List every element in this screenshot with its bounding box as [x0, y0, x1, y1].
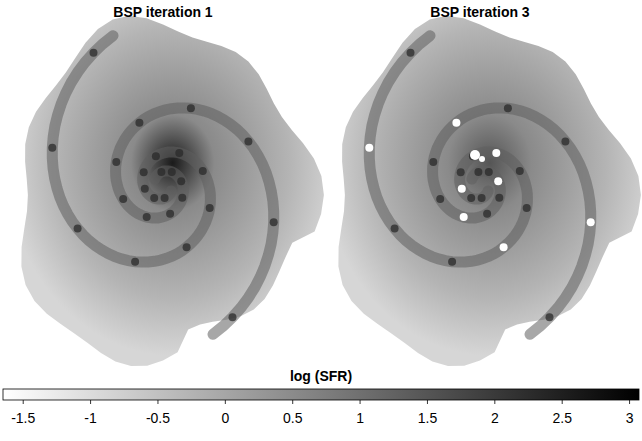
panel-title: BSP iteration 3: [430, 4, 530, 20]
hii-region: [143, 213, 151, 221]
hii-region: [436, 195, 444, 203]
hii-region: [152, 152, 160, 160]
figure: BSP iteration 1 BSP iteration 3 log (SFR) -…: [0, 0, 642, 441]
hii-region: [135, 119, 143, 127]
hii-region: [391, 225, 399, 233]
colorbar-label: log (SFR): [290, 368, 352, 384]
hii-region: [119, 195, 127, 203]
hii-region: [516, 167, 524, 175]
hii-region: [458, 185, 466, 193]
hii-region: [74, 225, 82, 233]
hii-region: [429, 158, 437, 166]
hii-region: [229, 313, 237, 321]
hii-region: [470, 150, 480, 160]
tick: [427, 400, 428, 404]
hii-region: [467, 194, 475, 202]
tick: [494, 400, 495, 404]
hii-region: [48, 144, 56, 152]
hii-region: [166, 210, 174, 218]
galaxy-disk: [21, 16, 324, 366]
hii-region: [141, 185, 149, 193]
hii-region: [244, 137, 252, 145]
galaxy-image: [21, 16, 324, 366]
spiral-arm: [433, 108, 591, 334]
tick: [225, 400, 226, 404]
tick: [360, 400, 361, 404]
tick: [23, 400, 24, 404]
tick: [629, 400, 630, 404]
hii-region: [161, 194, 169, 202]
tick-label: -0.5: [146, 410, 170, 426]
hii-region: [500, 243, 508, 251]
tick-label: 3: [626, 410, 634, 426]
hii-region: [199, 167, 207, 175]
hii-region: [168, 168, 176, 176]
hii-region: [492, 149, 500, 157]
hii-region: [365, 144, 373, 152]
galaxy-image: [338, 16, 641, 366]
tick-label: 1.5: [418, 410, 438, 426]
tick-label: 1: [356, 410, 364, 426]
tick-label: 2.5: [552, 410, 572, 426]
tick-label: -1.5: [11, 410, 35, 426]
hii-region: [183, 243, 191, 251]
hii-region: [90, 49, 98, 57]
hii-region: [177, 177, 185, 185]
hii-region: [494, 177, 502, 185]
tick: [90, 400, 91, 404]
hii-region: [474, 168, 482, 176]
spiral-arm: [52, 36, 210, 262]
hii-region: [457, 168, 465, 176]
hii-region: [187, 104, 195, 112]
hii-region: [175, 149, 183, 157]
tick: [292, 400, 293, 404]
hii-region: [460, 213, 468, 221]
spiral-arm: [369, 36, 527, 262]
tick-label: -1: [84, 410, 97, 426]
colorbar: [3, 389, 639, 400]
hii-region: [495, 194, 503, 202]
tick-label: 0.5: [283, 410, 303, 426]
hii-region: [523, 204, 531, 212]
hii-region: [479, 156, 485, 162]
hii-region: [131, 258, 139, 266]
hii-region: [478, 194, 486, 202]
hii-region: [140, 168, 148, 176]
hii-region: [485, 168, 493, 176]
tick: [157, 400, 158, 404]
hii-region: [270, 218, 278, 226]
spiral-arm: [116, 108, 274, 334]
hii-region: [483, 210, 491, 218]
hii-region: [452, 119, 460, 127]
hii-region: [504, 104, 512, 112]
hii-region: [561, 137, 569, 145]
galaxy-disk: [338, 16, 641, 366]
panel-title: BSP iteration 1: [113, 4, 213, 20]
tick: [562, 400, 563, 404]
hii-region: [157, 168, 165, 176]
hii-region: [150, 194, 158, 202]
hii-region: [546, 313, 554, 321]
hii-region: [206, 204, 214, 212]
hii-region: [407, 49, 415, 57]
hii-region: [448, 258, 456, 266]
tick-label: 0: [221, 410, 229, 426]
hii-region: [112, 158, 120, 166]
tick-label: 2: [491, 410, 499, 426]
hii-region: [587, 218, 595, 226]
hii-region: [178, 194, 186, 202]
